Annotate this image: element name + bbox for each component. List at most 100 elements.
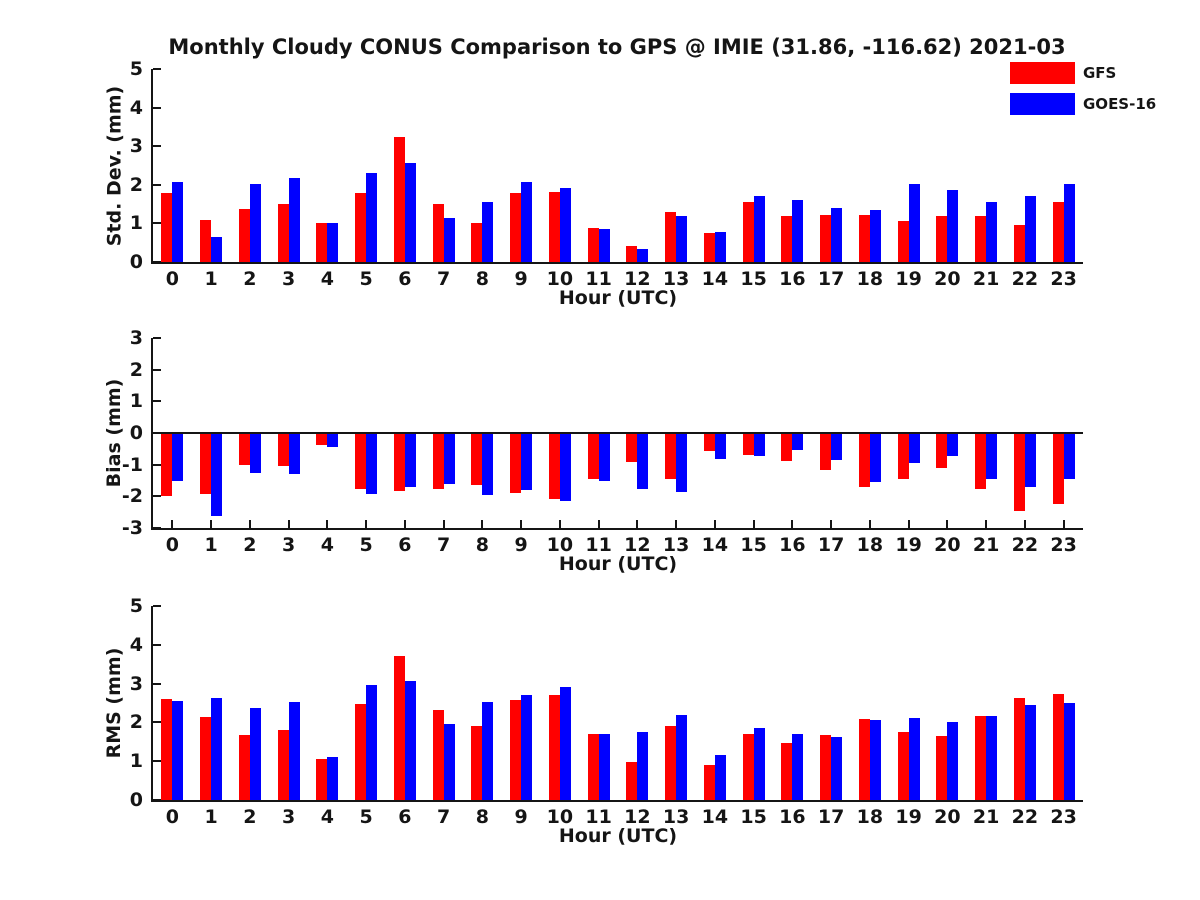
y-tick-mark [153,721,161,724]
bar-gfs-hour-10 [548,694,560,800]
x-tick-label: 8 [475,268,489,290]
bar-goes-16-hour-13 [676,215,688,262]
x-tick-label: 16 [779,268,806,290]
y-tick-mark [153,799,161,801]
x-tick-label: 22 [1011,534,1039,556]
x-tick-mark [248,520,251,528]
bar-gfs-hour-7 [432,433,444,489]
bar-gfs-hour-20 [936,433,948,468]
bar-goes-16-hour-10 [559,187,571,262]
x-tick-mark [403,520,406,528]
chart-title: Monthly Cloudy CONUS Comparison to GPS @… [168,35,1066,59]
bar-gfs-hour-7 [432,709,444,800]
bar-gfs-hour-13 [665,433,677,479]
y-tick-label: -2 [121,485,143,508]
x-tick-label: 6 [398,534,412,556]
bar-goes-16-hour-18 [869,210,881,262]
legend: GFS GOES-16 [1010,62,1195,124]
y-tick-mark [153,527,161,529]
bar-gfs-hour-14 [703,233,715,262]
bar-goes-16-hour-18 [869,433,881,483]
x-tick-label: 23 [1050,806,1077,828]
bar-gfs-hour-9 [510,699,522,800]
bar-goes-16-hour-22 [1024,704,1036,800]
bar-goes-16-hour-22 [1024,195,1036,262]
x-tick-label: 0 [165,268,179,290]
x-tick-label: 8 [475,534,489,556]
x-tick-label: 16 [779,806,806,828]
x-tick-label: 4 [320,268,334,290]
y-tick-label: 5 [129,58,143,80]
x-tick-label: 19 [895,806,922,828]
bar-gfs-hour-19 [897,732,909,800]
bar-goes-16-hour-16 [792,200,804,262]
bar-goes-16-hour-11 [598,228,610,262]
x-axis-label: Hour (UTC) [558,287,678,309]
bar-gfs-hour-18 [858,718,870,800]
x-tick-mark [1062,520,1065,528]
bar-gfs-hour-21 [975,716,987,800]
bar-goes-16-hour-11 [598,733,610,800]
x-tick-label: 2 [243,534,257,556]
x-tick-label: 20 [934,806,961,828]
x-tick-mark [636,520,639,528]
gfs-legend-label: GFS [1083,64,1117,82]
x-tick-label: 7 [437,268,451,290]
bar-gfs-hour-2 [238,208,250,262]
bar-goes-16-hour-22 [1024,433,1036,488]
x-tick-label: 11 [585,534,612,556]
bar-gfs-hour-16 [781,216,793,262]
bar-goes-16-hour-19 [908,433,920,464]
y-tick-label: 1 [129,212,143,235]
bar-gfs-hour-4 [316,433,328,446]
bar-goes-16-hour-15 [753,728,765,800]
x-tick-label: 21 [972,534,1000,556]
x-tick-label: 20 [934,268,961,290]
bar-gfs-hour-15 [742,433,754,456]
x-tick-label: 3 [282,806,296,828]
x-tick-label: 18 [856,268,884,290]
bar-gfs-hour-21 [975,216,987,262]
x-tick-label: 15 [740,268,767,290]
bar-gfs-hour-8 [471,726,483,800]
y-tick-label: 2 [129,173,143,196]
x-tick-mark [713,520,716,528]
bar-gfs-hour-14 [703,764,715,800]
y-tick-label: 5 [129,595,143,617]
x-tick-label: 12 [624,806,651,828]
bar-goes-16-hour-14 [714,433,726,459]
bar-gfs-hour-3 [277,433,289,466]
x-axis-label: Hour (UTC) [558,825,678,847]
y-tick-mark [153,145,161,148]
y-tick-mark [153,222,161,225]
bar-goes-16-hour-13 [676,714,688,800]
bar-gfs-hour-3 [277,204,289,262]
x-tick-mark [946,520,949,528]
bar-goes-16-hour-20 [947,722,959,800]
bar-gfs-hour-23 [1052,694,1064,800]
bar-gfs-hour-13 [665,211,677,262]
legend-item-gfs: GFS [1010,62,1195,84]
x-tick-label: 22 [1011,268,1039,290]
x-tick-label: 5 [359,806,373,828]
bar-gfs-hour-12 [626,245,638,262]
bar-goes-16-hour-16 [792,433,804,450]
y-tick-mark [153,495,161,498]
x-tick-label: 6 [398,268,412,290]
bar-gfs-hour-3 [277,729,289,800]
bar-gfs-hour-21 [975,433,987,489]
y-tick-label: 2 [129,358,143,381]
bar-goes-16-hour-15 [753,433,765,457]
x-tick-label: 10 [546,534,574,556]
bar-goes-16-hour-5 [366,684,378,800]
x-tick-label: 4 [320,806,334,828]
bar-goes-16-hour-17 [831,736,843,800]
x-tick-mark [365,520,368,528]
bar-goes-16-hour-2 [249,184,261,262]
y-tick-label: -1 [121,453,143,476]
x-tick-mark [287,520,290,528]
x-tick-label: 20 [934,534,961,556]
x-tick-label: 16 [779,534,806,556]
x-tick-mark [520,520,523,528]
bar-goes-16-hour-4 [327,757,339,800]
